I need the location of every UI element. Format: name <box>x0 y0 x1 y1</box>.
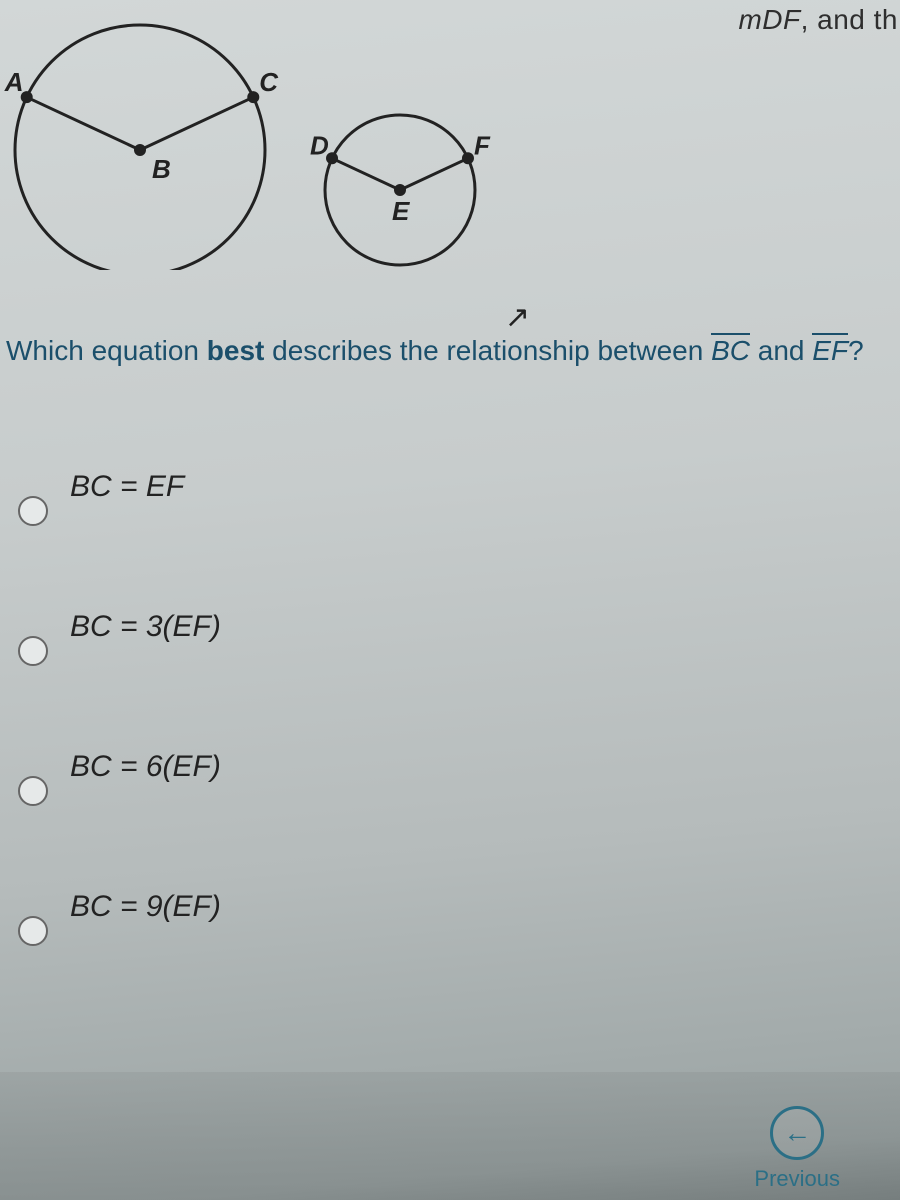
footer-bar: ← Previous <box>0 1072 900 1200</box>
option-text: BC = 3(EF) <box>70 610 221 668</box>
svg-text:F: F <box>474 130 491 160</box>
mouse-cursor-icon: ↖ <box>505 300 530 335</box>
clipped-context-text: mDF, and th <box>738 0 900 36</box>
option-row-0[interactable]: BC = EF <box>0 470 900 528</box>
radio-button[interactable] <box>18 916 48 946</box>
option-row-2[interactable]: BC = 6(EF) <box>0 750 900 808</box>
previous-button[interactable]: ← Previous <box>754 1106 840 1192</box>
svg-text:D: D <box>310 130 329 160</box>
option-row-3[interactable]: BC = 9(EF) <box>0 890 900 948</box>
option-text: BC = 9(EF) <box>70 890 221 948</box>
radio-button[interactable] <box>18 496 48 526</box>
options-list: BC = EF BC = 3(EF) BC = 6(EF) BC = 9(EF) <box>0 470 900 1030</box>
option-row-1[interactable]: BC = 3(EF) <box>0 610 900 668</box>
svg-text:E: E <box>392 196 410 226</box>
geometry-figure: A C B D F E <box>0 10 520 270</box>
arrow-left-icon: ← <box>770 1106 824 1160</box>
previous-label: Previous <box>754 1166 840 1192</box>
svg-text:C: C <box>259 67 279 97</box>
question-text: Which equation best describes the relati… <box>6 332 894 370</box>
svg-text:B: B <box>152 154 171 184</box>
svg-text:A: A <box>4 67 24 97</box>
radio-button[interactable] <box>18 776 48 806</box>
radio-button[interactable] <box>18 636 48 666</box>
option-text: BC = EF <box>70 470 184 528</box>
option-text: BC = 6(EF) <box>70 750 221 808</box>
